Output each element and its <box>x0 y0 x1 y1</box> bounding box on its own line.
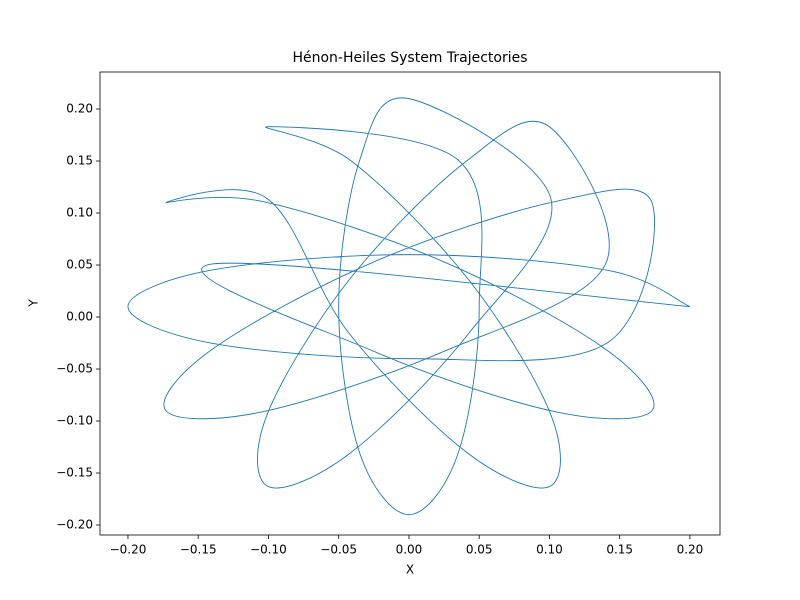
x-tick-label: −0.05 <box>320 543 357 557</box>
plot-frame <box>99 71 721 536</box>
x-axis-label: X <box>406 563 414 577</box>
trajectory <box>127 97 691 516</box>
y-tick-label: −0.05 <box>56 362 93 376</box>
y-tick-label: 0.10 <box>66 206 93 220</box>
y-tick-label: −0.20 <box>56 518 93 532</box>
y-tick-label: 0.05 <box>66 258 93 272</box>
x-tick-label: 0.05 <box>466 543 493 557</box>
y-tick-label: −0.10 <box>56 414 93 428</box>
y-tick-label: 0.00 <box>66 310 93 324</box>
y-tick-label: 0.15 <box>66 154 93 168</box>
x-tick-label: −0.15 <box>180 543 217 557</box>
x-tick-label: −0.10 <box>250 543 287 557</box>
x-tick-label: 0.10 <box>536 543 563 557</box>
x-tick-label: 0.00 <box>396 543 423 557</box>
y-tick-label: −0.15 <box>56 466 93 480</box>
y-axis-label: Y <box>27 299 41 308</box>
x-tick-label: 0.20 <box>677 543 704 557</box>
y-tick-label: 0.20 <box>66 102 93 116</box>
chart-title: Hénon-Heiles System Trajectories <box>292 50 527 66</box>
x-tick-label: −0.20 <box>110 543 147 557</box>
x-tick-label: 0.15 <box>606 543 633 557</box>
